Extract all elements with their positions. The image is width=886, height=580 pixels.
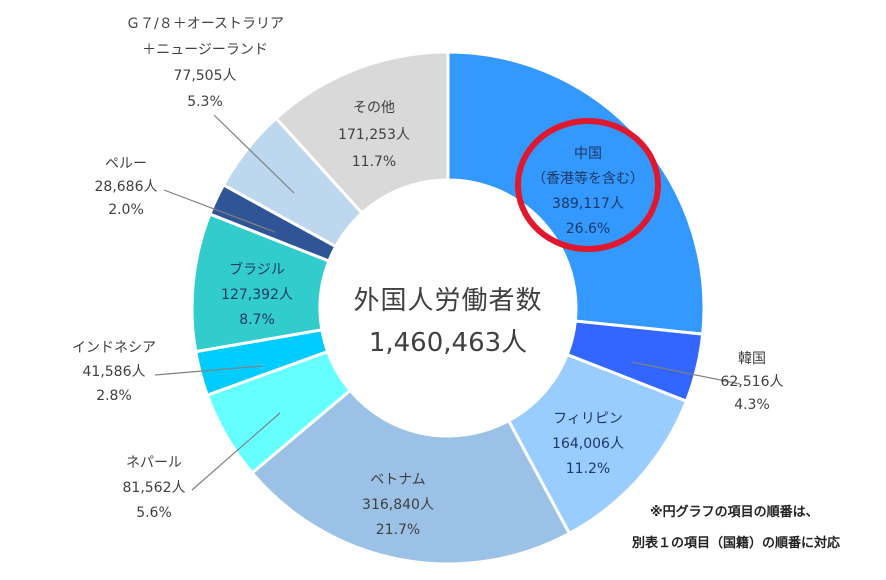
slice-label-1-count: 62,516人 (721, 374, 784, 390)
slice-label-1-name: 韓国 (738, 351, 766, 367)
slice-label-0-sub: （香港等を含む） (532, 170, 644, 187)
slice-label-9-count: 171,253人 (338, 127, 410, 143)
slice-label-8-name: Ｇ７/８＋オーストラリア (126, 16, 284, 32)
slice-label-5-pct: 2.8% (96, 388, 132, 404)
slice-label-4-pct: 5.6% (136, 505, 172, 521)
center-title: 外国人労働者数 (353, 286, 543, 316)
slice-label-0-count: 389,117人 (552, 196, 624, 212)
leader-line-7 (163, 189, 276, 233)
slice-label-0-name: 中国 (574, 146, 602, 162)
leader-line-8 (213, 114, 295, 194)
slice-label-2-name: フィリピン (553, 411, 623, 427)
slice-label-8-pct: 5.3% (187, 94, 223, 110)
center-total: 1,460,463人 (368, 328, 528, 358)
leader-line-5 (154, 365, 263, 376)
slice-label-7-name: ペルー (105, 156, 147, 172)
slice-label-8-name2: ＋ニュージーランド (142, 42, 268, 58)
order-note-line1: ※円グラフの項目の順番は、 (650, 505, 819, 520)
slice-label-2-pct: 11.2% (566, 461, 610, 477)
slice-label-6-count: 127,392人 (221, 287, 293, 303)
slice-label-6-name: ブラジル (229, 261, 285, 278)
slice-label-4-name: ネパール (126, 455, 182, 471)
slice-label-1-pct: 4.3% (734, 397, 770, 413)
slice-label-5-name: インドネシア (72, 340, 156, 356)
leader-line-4 (191, 412, 281, 491)
slice-label-8-count: 77,505人 (174, 68, 237, 84)
slice-3 (250, 388, 572, 566)
slice-label-5-count: 41,586人 (83, 364, 146, 380)
highlight-circle (515, 118, 661, 252)
slice-label-7-pct: 2.0% (108, 202, 144, 218)
leader-line-1 (631, 361, 741, 385)
slice-label-4-count: 81,562人 (123, 480, 186, 496)
order-note-line2: 別表１の項目（国籍）の順番に対応 (632, 536, 841, 551)
slice-label-7-count: 28,686人 (95, 179, 158, 195)
slice-label-3-pct: 21.7% (376, 522, 420, 538)
slice-label-9-name: その他 (353, 100, 395, 116)
slice-label-3-name: ベトナム (370, 472, 426, 488)
slice-label-9-pct: 11.7% (352, 154, 396, 170)
slice-label-3-count: 316,840人 (362, 497, 434, 513)
slice-label-2-count: 164,006人 (552, 436, 624, 452)
slice-label-0-pct: 26.6% (566, 221, 610, 237)
slice-9 (274, 50, 450, 216)
slice-label-6-pct: 8.7% (239, 312, 275, 328)
